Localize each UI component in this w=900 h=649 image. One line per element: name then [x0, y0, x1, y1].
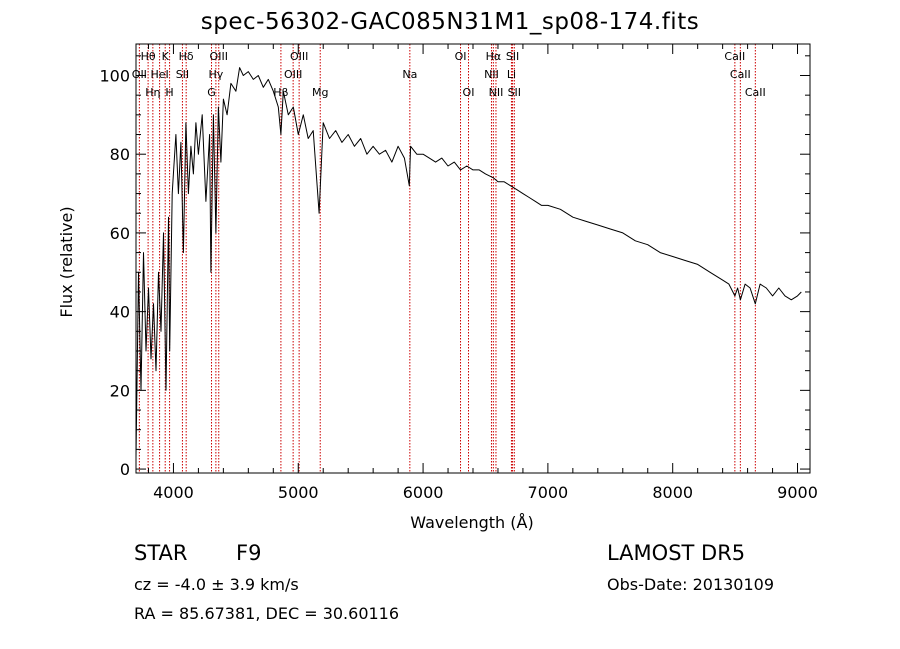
line-marker-label: NII [484, 68, 499, 81]
line-marker-label: OIII [290, 50, 308, 63]
line-marker-label: OII [132, 68, 147, 81]
tick-label: 6000 [403, 483, 444, 502]
line-marker-label: Na [402, 68, 417, 81]
line-marker-label: SII [508, 86, 521, 99]
chart-title: spec-56302-GAC085N31M1_sp08-174.fits [200, 9, 700, 35]
line-marker-label: SII [506, 50, 519, 63]
tick-label: 0 [120, 460, 130, 479]
line-marker-label: K [162, 50, 170, 63]
line-marker-labels: OIIHθHηHeIKHSIIHδGHγOIIIHβOIIIOIIIMgNaOI… [132, 50, 766, 99]
line-marker-label: Hη [145, 86, 160, 99]
redshift-velocity: cz = -4.0 ± 3.9 km/s [134, 575, 299, 594]
line-marker-label: OIII [210, 50, 228, 63]
observation-date: Obs-Date: 20130109 [607, 575, 775, 594]
tick-label: 7000 [528, 483, 569, 502]
survey-label: LAMOST DR5 [607, 541, 746, 565]
line-marker-label: CaII [730, 68, 751, 81]
y-axis-label: Flux (relative) [57, 206, 76, 317]
line-marker-label: NII [489, 86, 504, 99]
line-marker-label: Mg [312, 86, 328, 99]
line-marker-label: OIII [284, 68, 302, 81]
line-marker-label: Hα [486, 50, 502, 63]
tick-label: 4000 [153, 483, 194, 502]
tick-label: 20 [110, 381, 130, 400]
tick-label: 60 [110, 224, 130, 243]
tick-label: 5000 [278, 483, 319, 502]
object-subclass: F9 [236, 541, 262, 565]
x-axis-label: Wavelength (Å) [410, 513, 533, 532]
tick-label: 9000 [777, 483, 818, 502]
line-marker-label: HeI [150, 68, 168, 81]
line-marker-label: Hδ [179, 50, 194, 63]
tick-label: 80 [110, 145, 130, 164]
line-marker-label: Hγ [208, 68, 223, 81]
plot-frame [135, 43, 811, 474]
tick-label: 100 [99, 66, 130, 85]
line-marker-label: CaII [745, 86, 766, 99]
line-marker-label: Hθ [141, 50, 156, 63]
line-markers [138, 44, 756, 473]
axis-tick-labels: 4000 5000 6000 7000 8000 9000 0 20 40 60 80 100 [99, 66, 817, 502]
sky-coordinates: RA = 85.67381, DEC = 30.60116 [134, 604, 400, 623]
spectrum-line [135, 67, 802, 458]
line-marker-label: G [207, 86, 216, 99]
object-class: STAR [134, 541, 188, 565]
line-marker-label: SII [176, 68, 189, 81]
tick-label: 40 [110, 303, 130, 322]
tick-label: 8000 [652, 483, 693, 502]
line-marker-label: CaII [724, 50, 745, 63]
line-marker-label: H [165, 86, 173, 99]
line-marker-label: OI [463, 86, 475, 99]
line-marker-label: Li [507, 68, 516, 81]
axis-ticks [136, 44, 810, 473]
line-marker-label: OI [455, 50, 467, 63]
